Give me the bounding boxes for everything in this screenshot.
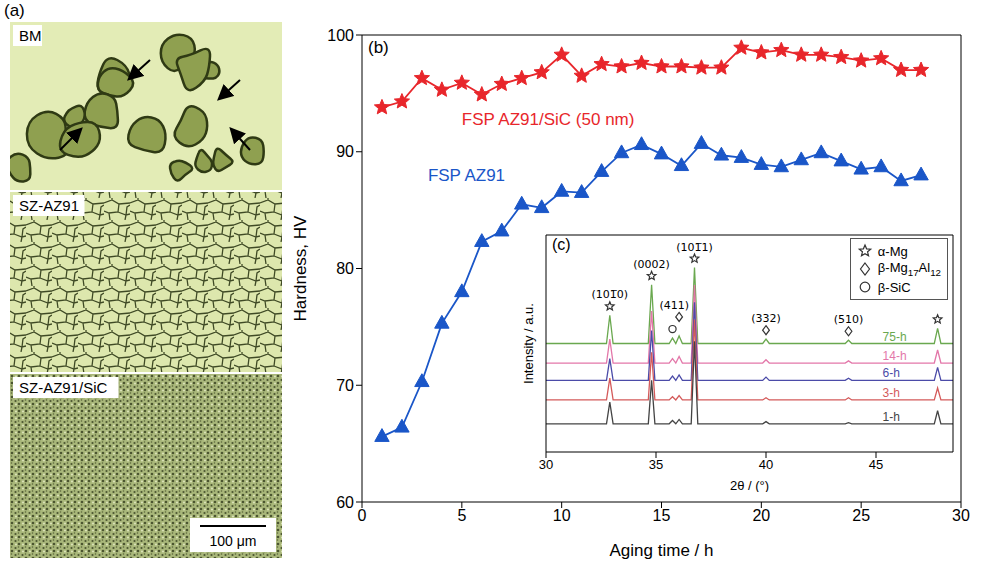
svg-text:30: 30: [952, 507, 970, 524]
svg-text:25: 25: [852, 507, 870, 524]
svg-text:75-h: 75-h: [883, 330, 907, 344]
html-text:(c): (c): [552, 236, 571, 253]
svg-text:0: 0: [358, 507, 367, 524]
svg-text:(101̅1): (101̅1): [676, 241, 713, 254]
svg-text:(510): (510): [834, 313, 864, 326]
svg-text:SZ-AZ91/SiC: SZ-AZ91/SiC: [19, 379, 108, 396]
svg-text:60: 60: [336, 494, 354, 511]
svg-text:(0002): (0002): [633, 258, 670, 271]
svg-text:90: 90: [336, 143, 354, 160]
svg-text:(a): (a): [4, 1, 25, 20]
svg-text:2θ / (°): 2θ / (°): [730, 478, 769, 492]
svg-text:6-h: 6-h: [883, 366, 900, 380]
svg-text:BM: BM: [19, 27, 42, 44]
svg-text:FSP AZ91/SiC (50 nm): FSP AZ91/SiC (50 nm): [462, 110, 635, 129]
html-text:β-Mg17Al12: β-Mg17Al12: [877, 260, 941, 278]
svg-text:20: 20: [752, 507, 770, 524]
svg-text:Intensity / a.u.: Intensity / a.u.: [522, 303, 536, 384]
svg-text:100 μm: 100 μm: [210, 533, 257, 549]
svg-text:(332): (332): [751, 312, 781, 325]
svg-text:80: 80: [336, 260, 354, 277]
svg-text:45: 45: [869, 457, 883, 472]
svg-text:40: 40: [759, 457, 773, 472]
svg-text:15: 15: [653, 507, 671, 524]
svg-text:Hardness, HV: Hardness, HV: [291, 215, 310, 321]
svg-text:10: 10: [553, 507, 571, 524]
html-text:(b): (b): [368, 38, 389, 57]
svg-text:FSP AZ91: FSP AZ91: [428, 166, 505, 185]
svg-text:35: 35: [649, 457, 663, 472]
html-text:β-SiC: β-SiC: [877, 279, 911, 295]
svg-text:1-h: 1-h: [883, 410, 900, 424]
svg-text:SZ-AZ91: SZ-AZ91: [19, 197, 79, 214]
svg-text:(101̅0): (101̅0): [592, 288, 629, 301]
svg-text:70: 70: [336, 377, 354, 394]
html-text:α-Mg: α-Mg: [877, 243, 908, 259]
svg-text:5: 5: [457, 507, 466, 524]
svg-text:14-h: 14-h: [883, 349, 907, 363]
svg-text:100: 100: [327, 27, 354, 44]
svg-text:3-h: 3-h: [883, 386, 900, 400]
svg-text:(411): (411): [660, 299, 690, 312]
svg-text:Aging time / h: Aging time / h: [610, 541, 714, 560]
svg-text:30: 30: [539, 457, 553, 472]
